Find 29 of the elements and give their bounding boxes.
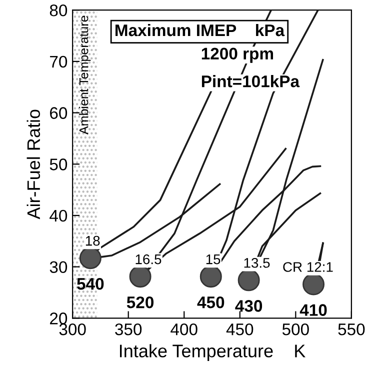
y-tick-label: 50	[50, 158, 68, 170]
x-tick-label: 400	[170, 323, 198, 336]
band-label: Ambient Temperature	[79, 16, 91, 134]
annotation: 520	[126, 296, 154, 308]
annotation: 1200 rpm	[202, 48, 274, 63]
annotation: CR 12:1	[283, 262, 333, 272]
annotation: 13.5	[244, 258, 270, 268]
text: Maximum IMEP kPa	[116, 24, 285, 36]
x-tick-label: 350	[115, 323, 142, 336]
y-axis-title: Air-Fuel Ratio	[26, 110, 40, 220]
annotation: 540	[77, 278, 104, 290]
annotation: 15	[206, 254, 220, 264]
y-tick-label: 70	[50, 56, 68, 68]
annotation: 16.5	[136, 254, 162, 264]
y-tick-label: 80	[50, 4, 68, 16]
annotation: 450	[197, 296, 224, 308]
annotation: 18	[86, 236, 100, 246]
x-tick-label: 550	[338, 323, 365, 336]
x-tick-label: 450	[226, 323, 254, 336]
x-tick-label: 300	[59, 323, 86, 336]
x-axis-title: Intake Temperature K	[120, 344, 306, 361]
annotation: Pint=101kPa	[202, 75, 300, 88]
y-tick-label: 30	[50, 261, 68, 274]
annotation: 410	[300, 304, 327, 316]
y-tick-label: 60	[50, 107, 68, 119]
y-tick-label: 40	[50, 210, 68, 222]
y-tick-label: 20	[50, 312, 68, 324]
x-tick-label: 500	[282, 323, 309, 336]
annotation: 430	[235, 300, 262, 312]
